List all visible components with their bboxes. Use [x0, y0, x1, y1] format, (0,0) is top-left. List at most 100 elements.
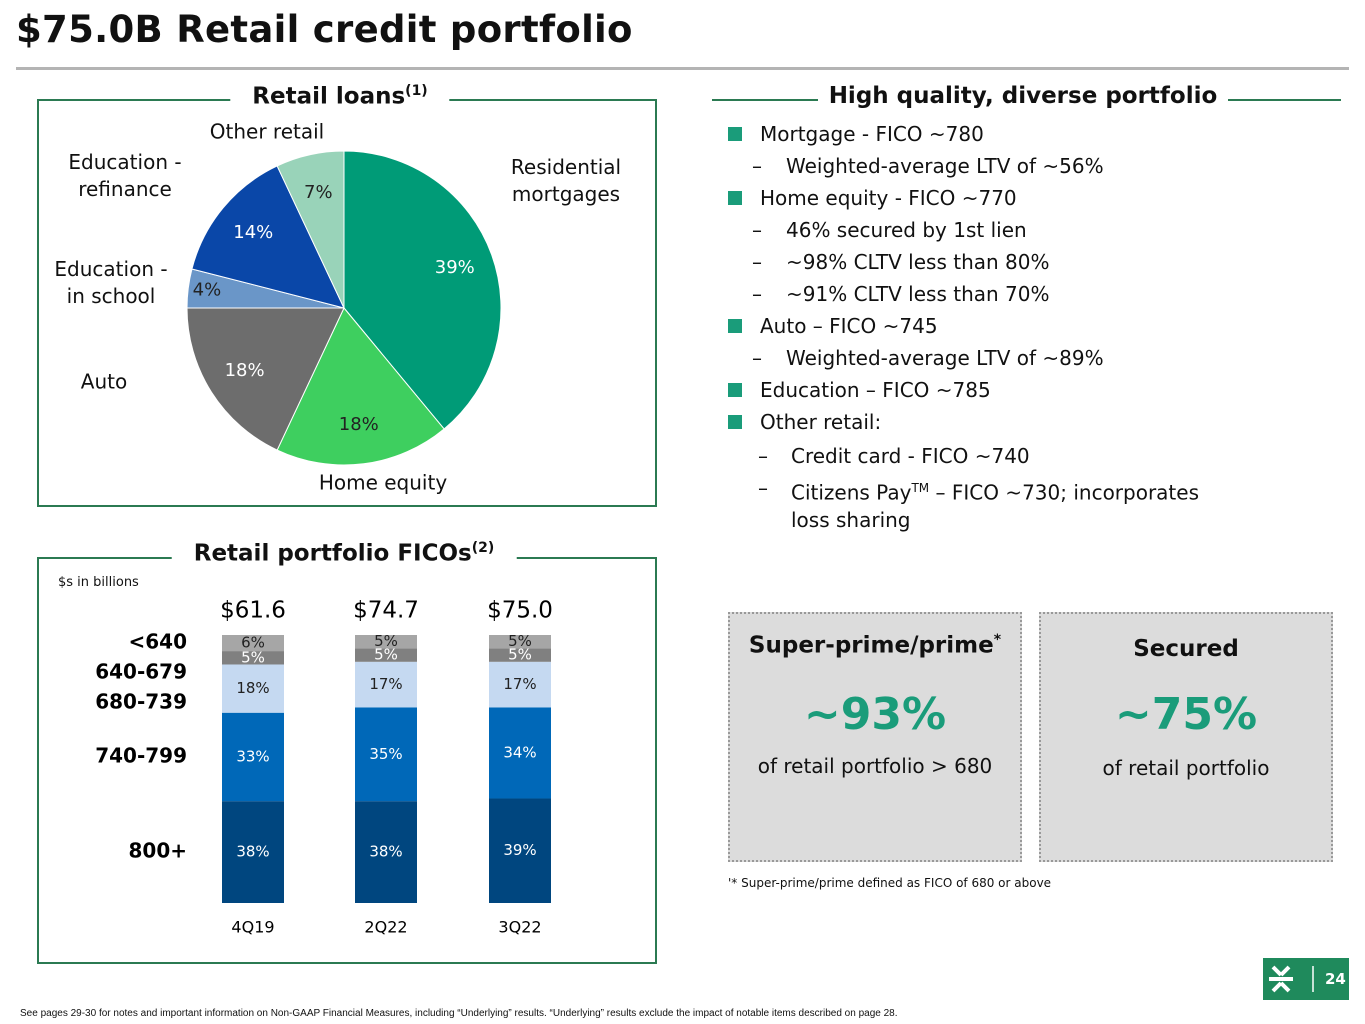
list-item: Auto – FICO ~745: [728, 310, 1288, 342]
segment-label: 18%: [236, 679, 269, 697]
segment-label: 17%: [369, 675, 402, 693]
item-text: ~98% CLTV less than 80%: [786, 250, 1050, 274]
category-label: Home equity: [318, 470, 448, 495]
callout-value: ~75%: [1114, 689, 1258, 740]
dash: –: [752, 346, 762, 370]
item-text: Weighted-average LTV of ~89%: [786, 346, 1104, 370]
item-text: Weighted-average LTV of ~56%: [786, 154, 1104, 178]
list-item: – ~98% CLTV less than 80%: [728, 246, 1288, 278]
list-item: Education – FICO ~785: [728, 374, 1288, 406]
bar-title: Retail portfolio FICOs(2): [171, 540, 517, 567]
pie-slice: [343, 150, 502, 430]
segment-label: 5%: [508, 646, 532, 664]
total-label: $61.6: [220, 598, 286, 624]
item-text: Home equity - FICO ~770: [760, 186, 1017, 210]
pie-title: Retail loans(1): [230, 83, 450, 110]
segment-label: 34%: [503, 743, 536, 761]
bullet: [728, 415, 742, 429]
slice-label: 7%: [304, 182, 333, 203]
segment-label: 35%: [369, 745, 402, 763]
bar-segment: [489, 707, 551, 799]
slice-label: 18%: [225, 360, 265, 381]
category-label: Education - refinance: [68, 150, 182, 201]
callout-title: Secured: [1133, 636, 1239, 662]
pie-slice: [191, 165, 345, 309]
callout-value: ~93%: [803, 689, 947, 740]
item-text: Mortgage - FICO ~780: [760, 122, 984, 146]
bar-title-text: Retail portfolio FICOs: [193, 540, 472, 567]
callout-note: '* Super-prime/prime defined as FICO of …: [728, 876, 1052, 890]
total-label: $74.7: [353, 598, 419, 624]
item-text: Other retail:: [760, 410, 882, 434]
header-line: [1228, 99, 1341, 101]
category-label: Other retail: [209, 119, 325, 144]
pie-slice: [276, 307, 445, 466]
bar-segment: [489, 635, 551, 649]
page-number: 24: [1325, 970, 1346, 988]
callout-title: Super-prime/prime*: [730, 632, 1020, 659]
slice-label: 18%: [339, 414, 379, 435]
dash: –: [758, 476, 768, 500]
portfolio-list: Mortgage - FICO ~780– Weighted-average LT…: [728, 118, 1288, 534]
item-sup: TM: [911, 481, 930, 495]
x-tick-label: 4Q19: [231, 918, 274, 937]
bar-segment: [489, 661, 551, 708]
slice-label: 39%: [435, 257, 475, 278]
bar-segment: [489, 648, 551, 662]
total-label: $75.0: [487, 598, 553, 624]
bullet: [728, 191, 742, 205]
segment-label: 38%: [369, 843, 402, 861]
bar-segment: [355, 661, 417, 708]
bar-segment: [355, 801, 417, 903]
bar-subtitle: $s in billions: [58, 575, 139, 590]
bar-segment: [222, 801, 284, 903]
segment-label: 38%: [236, 843, 269, 861]
list-item: – Weighted-average LTV of ~56%: [728, 150, 1288, 182]
list-item: Other retail:: [728, 406, 1288, 438]
segment-label: 5%: [508, 632, 532, 650]
header-line: [712, 99, 818, 101]
pie-slice: [276, 150, 345, 309]
pie-title-sup: (1): [405, 83, 428, 99]
list-item: – Credit card - FICO ~740: [728, 443, 1211, 470]
item-text: – FICO ~730; incorporates loss sharing: [791, 480, 1199, 532]
bullet: [728, 319, 742, 333]
bar-segment: [222, 651, 284, 665]
dash: –: [752, 250, 762, 274]
footer-note: See pages 29-30 for notes and important …: [20, 1008, 898, 1019]
legend-label: 800+: [128, 839, 187, 863]
category-label: Education - in school: [54, 257, 168, 308]
category-label: Auto: [80, 369, 128, 394]
callout-caption: of retail portfolio: [1102, 756, 1270, 780]
legend-label: <640: [128, 630, 187, 654]
slice-label: 4%: [193, 280, 222, 301]
list-item: – Citizens PayTM – FICO ~730; incorporate…: [728, 475, 1211, 534]
pie-title-text: Retail loans: [252, 83, 406, 110]
segment-label: 33%: [236, 747, 269, 765]
bullet: [728, 383, 742, 397]
portfolio-title: High quality, diverse portfolio: [828, 83, 1218, 109]
callout-caption: of retail portfolio > 680: [757, 754, 993, 778]
list-item: – ~91% CLTV less than 70%: [728, 278, 1288, 310]
callout: Super-prime/prime* ~93% of retail portfo…: [728, 612, 1022, 862]
dash: –: [752, 282, 762, 306]
bar-segment: [222, 712, 284, 802]
bar-segment: [355, 635, 417, 649]
bullet: [728, 127, 742, 141]
segment-label: 5%: [241, 648, 265, 666]
bar-segment: [355, 707, 417, 802]
legend-label: 640-679: [95, 660, 187, 684]
segment-label: 6%: [241, 634, 265, 652]
slice-label: 14%: [233, 222, 273, 243]
dash: –: [752, 218, 762, 242]
x-tick-label: 3Q22: [498, 918, 541, 937]
legend-label: 680-739: [95, 690, 187, 714]
callout-title-text: Super-prime/prime: [748, 632, 994, 659]
segment-label: 39%: [503, 841, 536, 859]
bar-segment: [489, 798, 551, 903]
callout-title-sup: *: [993, 632, 1002, 648]
list-item: – Weighted-average LTV of ~89%: [728, 342, 1288, 374]
segment-label: 17%: [503, 675, 536, 693]
item-text: ~91% CLTV less than 70%: [786, 282, 1050, 306]
